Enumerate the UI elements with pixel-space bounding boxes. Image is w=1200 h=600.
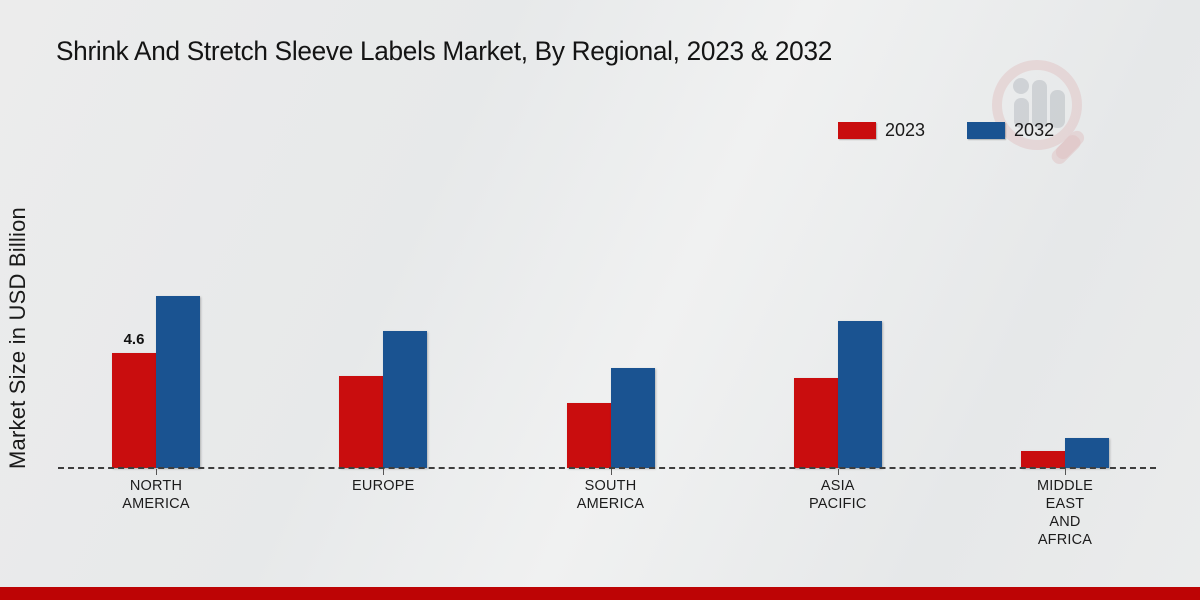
- x-axis-tick: [383, 469, 385, 475]
- x-axis-tick: [610, 469, 612, 475]
- magnifier-bar-chart-logo-watermark: [985, 48, 1095, 173]
- x-axis-baseline: [58, 467, 1156, 469]
- legend-swatch-2032: [967, 122, 1006, 139]
- chart-title: Shrink And Stretch Sleeve Labels Market,…: [56, 36, 832, 66]
- x-axis-tick: [837, 469, 839, 475]
- bar-2032-europe: [383, 330, 428, 468]
- bar-value-label: 4.6: [123, 331, 145, 348]
- legend-item-2023: 2023: [838, 120, 925, 141]
- x-axis-tick: [1065, 469, 1066, 475]
- legend-swatch-2023: [838, 122, 876, 139]
- bar-2023-asia-pacific: [793, 378, 838, 468]
- bar-2023-europe: [339, 375, 384, 468]
- category-label-south-america: SOUTH AMERICA: [576, 478, 645, 512]
- category-label-north-america: NORTH AMERICA: [122, 478, 190, 512]
- y-axis-label: Market Size in USD Billion: [5, 207, 30, 469]
- footer-accent-band: [0, 587, 1200, 600]
- category-label-europe: EUROPE: [352, 478, 415, 494]
- legend: 2023 2032: [838, 120, 1054, 141]
- category-label-middle-east-and-africa: MIDDLE EAST AND AFRICA: [1037, 478, 1093, 548]
- legend-label-2032: 2032: [1014, 120, 1055, 140]
- x-axis-tick: [156, 469, 157, 475]
- bar-2032-north-america: [156, 295, 200, 468]
- bar-2023-middle-east-and-africa: [1021, 450, 1065, 468]
- bar-2023-south-america: [566, 403, 611, 468]
- bar-2032-asia-pacific: [837, 320, 882, 468]
- legend-item-2032: 2032: [967, 120, 1054, 141]
- bar-2032-middle-east-and-africa: [1065, 438, 1109, 468]
- category-label-asia-pacific: ASIA PACIFIC: [808, 478, 867, 512]
- legend-label-2023: 2023: [885, 120, 926, 140]
- bar-2032-south-america: [610, 368, 655, 468]
- bar-2023-north-america: [112, 353, 156, 468]
